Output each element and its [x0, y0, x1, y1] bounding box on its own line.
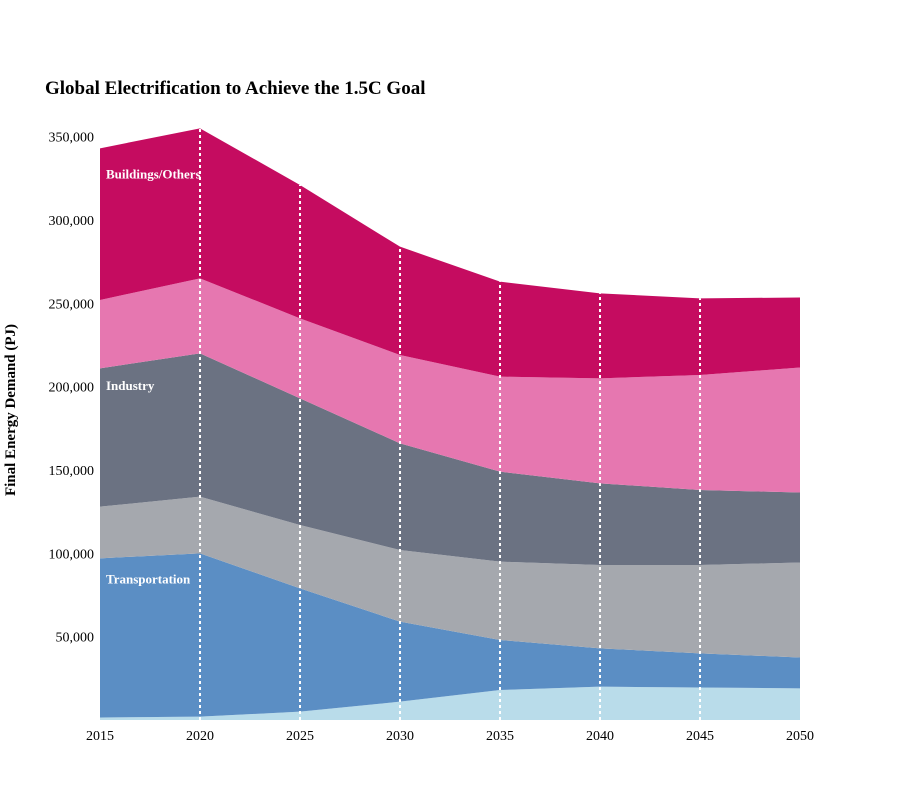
y-axis-label: Final Energy Demand (PJ) — [3, 324, 19, 496]
vertical-gridlines — [199, 128, 701, 720]
y-tick-label: 100,000 — [49, 547, 95, 562]
y-axis-ticks: 50,000 100,000 150,000 200,000 250,000 300,00… — [49, 131, 95, 646]
x-tick-label: 2025 — [286, 729, 314, 744]
x-tick-label: 2020 — [186, 729, 214, 744]
y-tick-label: 300,000 — [49, 214, 95, 229]
area-label: Buildings/Others — [106, 166, 201, 181]
area-label: Industry — [106, 378, 155, 393]
x-tick-label: 2040 — [586, 729, 614, 744]
area-series-2 — [100, 553, 800, 718]
area-label: Transportation — [106, 571, 191, 586]
y-tick-label: 50,000 — [56, 631, 95, 646]
area-labels: Transportation Industry Buildings/Others — [106, 166, 201, 586]
y-tick-label: 200,000 — [49, 381, 95, 396]
y-tick-label: 250,000 — [49, 297, 95, 312]
area-series-1 — [100, 686, 800, 720]
area-series-5 — [100, 278, 800, 493]
x-axis-ticks: 2015 2020 2025 2030 2035 2040 2045 2050 — [86, 729, 814, 744]
area-series-6 — [100, 128, 800, 379]
x-tick-label: 2015 — [86, 729, 114, 744]
area-series-4 — [100, 353, 800, 565]
x-tick-label: 2030 — [386, 729, 414, 744]
x-tick-label: 2035 — [486, 729, 514, 744]
x-tick-label: 2045 — [686, 729, 714, 744]
y-tick-label: 150,000 — [49, 464, 95, 479]
stacked-areas — [100, 128, 800, 720]
y-tick-label: 350,000 — [49, 131, 95, 146]
area-series-3 — [100, 496, 800, 658]
chart-title: Global Electrification to Achieve the 1.… — [45, 78, 425, 99]
x-tick-label: 2050 — [786, 729, 814, 744]
